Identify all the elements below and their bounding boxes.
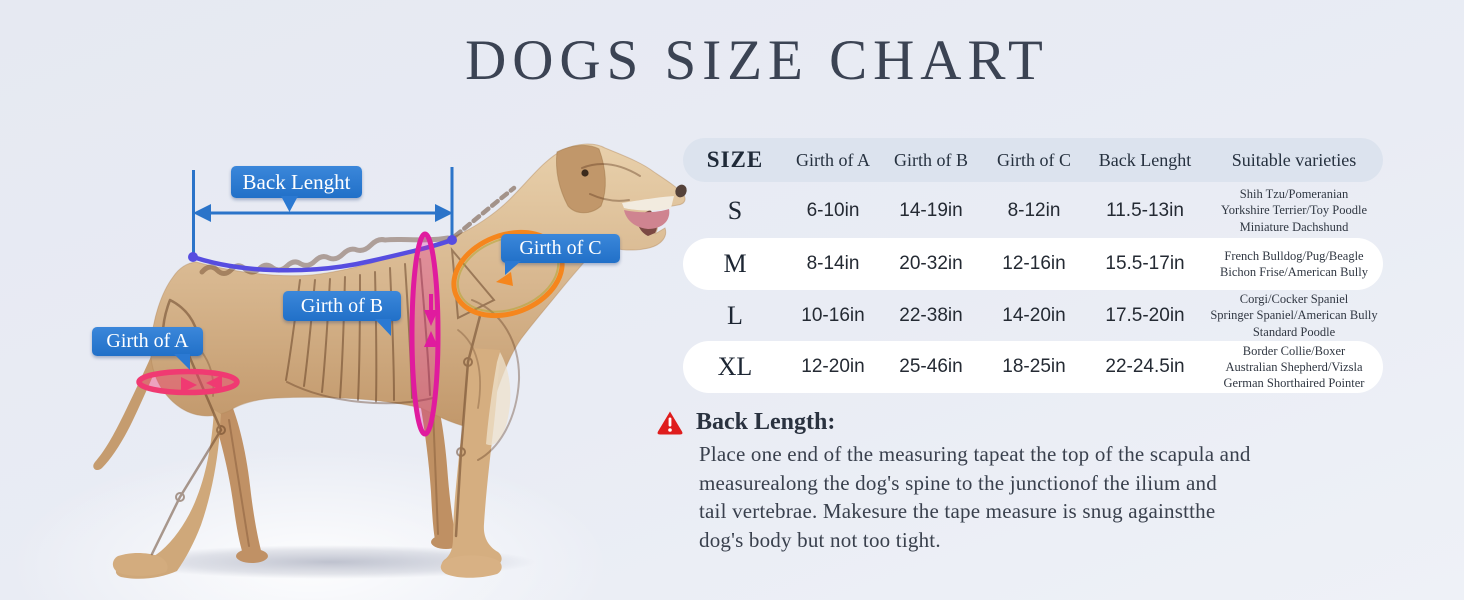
variety-line: Miniature Dachshund	[1239, 219, 1349, 234]
variety-line: Standard Poodle	[1252, 324, 1336, 339]
cell-varieties: Shih Tzu/Pomeranian Yorkshire Terrier/To…	[1205, 186, 1383, 235]
dog-shadow	[125, 545, 535, 579]
girth-c-callout: Girth of C	[501, 234, 620, 275]
cell-girth-c: 8-12in	[1007, 199, 1061, 221]
table-header-row: SIZE Girth of A Girth of B Girth of C Ba…	[683, 138, 1383, 182]
cell-girth-a: 6-10in	[806, 199, 860, 221]
cell-back-length: 15.5-17in	[1105, 253, 1185, 274]
dog-rear-far-paw	[236, 549, 268, 563]
variety-line: German Shorthaired Pointer	[1223, 376, 1365, 391]
girth-a-ring	[136, 368, 240, 396]
cell-size: S	[727, 195, 743, 225]
variety-line: Springer Spaniel/American Bully	[1210, 308, 1378, 323]
cell-size: XL	[717, 352, 753, 381]
dog-measurement-diagram: Back Lenght Girth of C Girth of B Girth …	[92, 143, 687, 579]
variety-line: Corgi/Cocker Spaniel	[1239, 292, 1349, 307]
table-row-l: L 10-16in 22-38in 14-20in 17.5-20in Corg…	[683, 290, 1383, 341]
variety-line: French Bulldog/Pug/Beagle	[1224, 248, 1364, 263]
girth-b-callout: Girth of B	[283, 291, 401, 336]
dog-ear	[556, 144, 606, 214]
cell-girth-a: 10-16in	[801, 304, 865, 326]
variety-line: Australian Shepherd/Vizsla	[1225, 359, 1363, 374]
dog-rear-near-leg	[115, 410, 221, 579]
dog-tail	[93, 350, 161, 471]
variety-line: Bichon Frise/American Bully	[1220, 265, 1368, 279]
cell-size: M	[723, 249, 747, 278]
dog-front-near-paw	[440, 555, 502, 578]
girth-b-callout-label: Girth of B	[300, 294, 384, 317]
dog-chest-patch	[486, 352, 511, 446]
dog-teeth	[622, 196, 674, 211]
spine-curve	[188, 235, 457, 273]
girth-a-callout: Girth of A	[92, 327, 203, 370]
note-line: Place one end of the measuring tapeat th…	[699, 442, 1251, 466]
note-header: Back Length:	[656, 409, 1396, 436]
warning-icon	[657, 411, 683, 434]
cell-back-length: 22-24.5in	[1105, 356, 1185, 377]
girth-b-ring	[409, 231, 441, 437]
variety-line: Border Collie/Boxer	[1242, 343, 1346, 358]
col-header-girth-c: Girth of C	[997, 149, 1071, 170]
back-length-measure	[192, 167, 454, 253]
note-line: tail vertebrae. Makesure the tape measur…	[699, 499, 1216, 523]
dog-front-far-leg	[420, 402, 457, 544]
cell-size: L	[727, 300, 743, 330]
table-row-s: S 6-10in 14-19in 8-12in 11.5-13in Shih T…	[683, 183, 1383, 238]
col-header-girth-b: Girth of B	[894, 149, 968, 170]
cell-varieties: Corgi/Cocker Spaniel Springer Spaniel/Am…	[1205, 291, 1383, 340]
note-title: Back Length:	[696, 409, 836, 435]
variety-line: Yorkshire Terrier/Toy Poodle	[1220, 203, 1368, 218]
dog-eye	[581, 169, 589, 177]
table-row-xl: XL 12-20in 25-46in 18-25in 22-24.5in Bor…	[683, 341, 1383, 393]
cell-girth-a: 8-14in	[806, 253, 860, 274]
col-header-varieties: Suitable varieties	[1231, 149, 1357, 170]
note-body: Place one end of the measuring tapeat th…	[699, 440, 1396, 554]
back-length-callout-label: Back Lenght	[242, 169, 351, 194]
cell-girth-b: 14-19in	[899, 199, 963, 221]
cell-girth-c: 12-16in	[1002, 253, 1066, 274]
cell-girth-c: 14-20in	[1002, 304, 1066, 326]
note-line: measurealong the dog's spine to the junc…	[699, 470, 1217, 495]
cell-girth-a: 12-20in	[801, 356, 865, 377]
cell-girth-c: 18-25in	[1002, 356, 1066, 377]
girth-a-callout-label: Girth of A	[106, 330, 189, 352]
page-title: DOGS SIZE CHART	[465, 29, 1049, 92]
dog-nose	[675, 184, 687, 198]
col-header-girth-a: Girth of A	[796, 149, 870, 170]
dog-rear-far-leg	[206, 396, 263, 558]
back-length-callout: Back Lenght	[231, 166, 362, 212]
col-header-back-length: Back Lenght	[1098, 149, 1192, 170]
cell-girth-b: 22-38in	[899, 304, 963, 326]
table-row-m: M 8-14in 20-32in 12-16in 15.5-17in Frenc…	[683, 238, 1383, 290]
col-header-size: SIZE	[706, 147, 764, 172]
cell-girth-b: 25-46in	[899, 356, 963, 377]
cell-girth-b: 20-32in	[899, 253, 963, 274]
cell-varieties: Border Collie/Boxer Australian Shepherd/…	[1205, 343, 1383, 392]
girth-c-callout-label: Girth of C	[519, 237, 602, 259]
variety-line: Shih Tzu/Pomeranian	[1239, 187, 1349, 202]
note-line: dog's body but not too tight.	[699, 527, 941, 552]
cell-back-length: 11.5-13in	[1106, 199, 1184, 221]
cell-varieties: French Bulldog/Pug/Beagle Bichon Frise/A…	[1205, 248, 1383, 281]
cell-back-length: 17.5-20in	[1105, 304, 1185, 326]
size-table: SIZE Girth of A Girth of B Girth of C Ba…	[683, 138, 1383, 393]
dog-tongue	[624, 209, 670, 229]
back-length-note: Back Length: Place one end of the measur…	[656, 409, 1396, 554]
dog-rear-near-paw	[112, 553, 168, 576]
